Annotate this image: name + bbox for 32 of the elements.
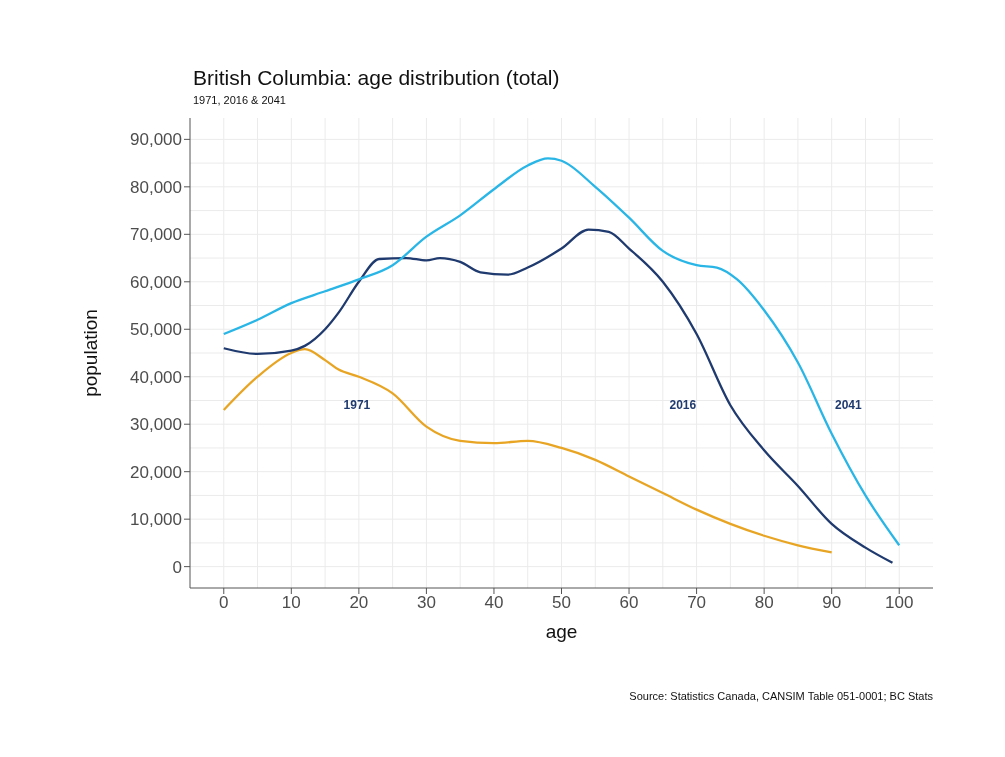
- x-tick-label: 20: [349, 593, 369, 613]
- x-tick-label: 70: [687, 593, 707, 613]
- series-label: 2041: [834, 397, 862, 412]
- y-tick-label: 50,000: [130, 320, 182, 340]
- y-tick-label: 20,000: [130, 462, 182, 482]
- x-tick-label: 0: [219, 593, 229, 613]
- x-tick-label: 30: [416, 593, 436, 613]
- line-series: [222, 348, 833, 554]
- line-series: [222, 228, 894, 564]
- y-tick-label: 10,000: [130, 510, 182, 530]
- y-axis-title: population: [79, 309, 101, 397]
- x-tick-label: 90: [822, 593, 842, 613]
- x-axis-title: age: [545, 621, 578, 642]
- y-tick-label: 70,000: [130, 225, 182, 245]
- x-tick-label: 80: [754, 593, 774, 613]
- x-tick-label: 40: [484, 593, 504, 613]
- y-tick-label: 30,000: [130, 415, 182, 435]
- line-series: [222, 157, 901, 547]
- y-tick-label: 80,000: [130, 177, 182, 197]
- x-tick-label: 60: [619, 593, 639, 613]
- y-tick-label: 40,000: [130, 367, 182, 387]
- series-label: 1971: [343, 397, 371, 412]
- chart-title: British Columbia: age distribution (total): [193, 66, 560, 90]
- chart-subtitle: 1971, 2016 & 2041: [193, 94, 286, 106]
- y-tick-label: 90,000: [130, 130, 182, 150]
- source-note: Source: Statistics Canada, CANSIM Table 051-0001; BC Stats: [629, 690, 933, 702]
- text: 2016: [669, 397, 697, 412]
- y-tick-label: 0: [172, 557, 182, 577]
- y-tick-label: 60,000: [130, 272, 182, 292]
- x-tick-label: 10: [281, 593, 301, 613]
- x-tick-label: 50: [552, 593, 571, 613]
- x-tick-label: 100: [885, 593, 914, 613]
